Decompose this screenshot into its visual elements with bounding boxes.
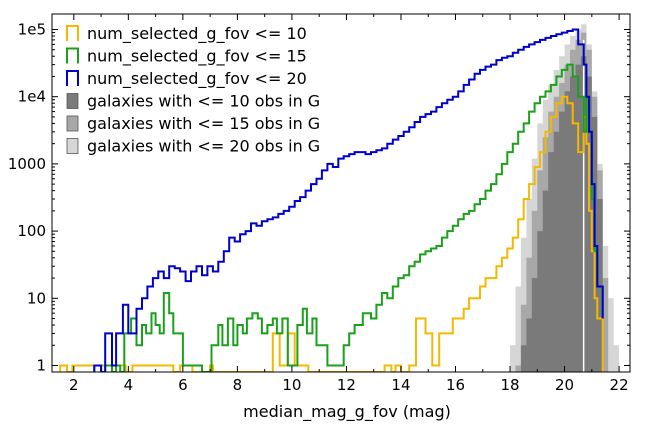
hist-fill-galaxies-with-10-obs-in-g (520, 56, 603, 372)
legend-entry: galaxies with <= 10 obs in G (66, 92, 320, 111)
x-tick-label: 16 (446, 376, 465, 394)
x-tick-label: 12 (337, 376, 356, 394)
legend-label: num_selected_g_fov <= 20 (87, 69, 307, 89)
legend-label: galaxies with <= 15 obs in G (87, 114, 320, 133)
legend-entry: num_selected_g_fov <= 10 (66, 24, 307, 44)
legend-swatch-fill (66, 93, 79, 109)
y-tick-label: 100 (17, 222, 46, 240)
plot-frame (51, 13, 631, 373)
y-tick-label: 1e4 (18, 88, 46, 106)
legend-entry: num_selected_g_fov <= 15 (66, 47, 307, 67)
hist-step-num-selected-g-fov-20 (93, 28, 604, 372)
legend-swatch-step (66, 70, 79, 86)
x-tick-label: 14 (391, 376, 410, 394)
x-tick-label: 10 (282, 376, 301, 394)
x-tick-label: 2 (69, 376, 79, 394)
y-tick-label: 10 (27, 289, 46, 307)
legend-label: galaxies with <= 20 obs in G (87, 137, 320, 156)
legend-swatch-fill (66, 115, 79, 132)
axes-layer: 2 4 6 8 10 12 14 16 18 20 22 1 10 100 1000 1e4 1e5 (8, 13, 631, 394)
y-tick-label: 1 (36, 356, 46, 374)
legend-label: num_selected_g_fov <= 15 (87, 47, 307, 67)
legend-swatch-step (66, 47, 79, 64)
hist-step-num-selected-g-fov-10 (59, 95, 604, 372)
x-tick-label: 6 (178, 376, 188, 394)
x-tick-label: 18 (500, 376, 519, 394)
legend-entry: galaxies with <= 15 obs in G (66, 114, 320, 133)
x-axis-label: median_mag_g_fov (mag) (243, 402, 451, 422)
legend-swatch-step (66, 25, 79, 41)
y-tick-label: 1e5 (18, 20, 46, 38)
x-tick-label: 8 (233, 376, 243, 394)
series-layer (59, 24, 620, 372)
legend-label: galaxies with <= 10 obs in G (87, 92, 320, 111)
legend-swatch-fill (66, 138, 79, 154)
x-tick-label: 22 (610, 376, 629, 394)
legend-entry: galaxies with <= 20 obs in G (66, 137, 320, 156)
legend: num_selected_g_fov <= 10 num_selected_g_f… (66, 24, 320, 156)
x-tick-label: 20 (555, 376, 574, 394)
legend-label: num_selected_g_fov <= 10 (87, 24, 307, 44)
y-tick-label: 1000 (8, 155, 46, 173)
legend-entry: num_selected_g_fov <= 20 (66, 69, 307, 89)
x-tick-label: 4 (124, 376, 134, 394)
hist-step-num-selected-g-fov-15 (93, 63, 604, 372)
